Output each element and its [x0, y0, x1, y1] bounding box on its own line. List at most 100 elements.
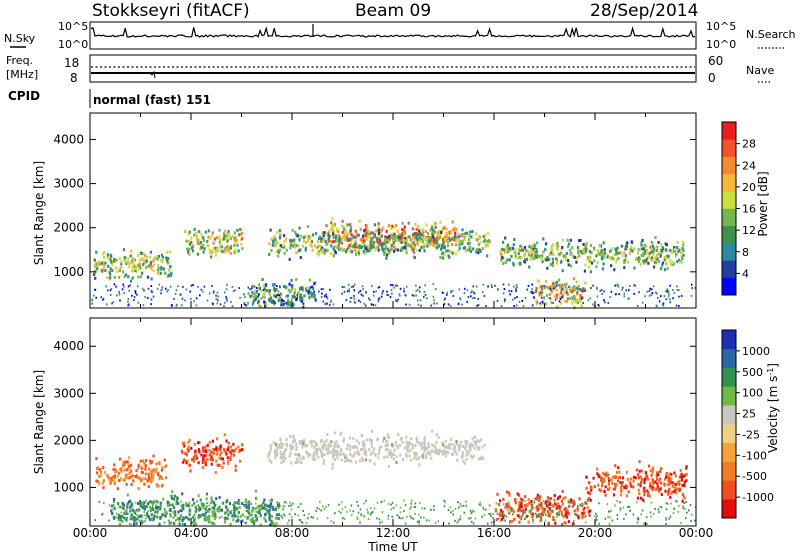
- heatmap-cell: [393, 448, 396, 452]
- heatmap-cell: [353, 235, 356, 239]
- heatmap-cell: [239, 228, 242, 232]
- heatmap-cell: [565, 287, 568, 291]
- heatmap-cell: [296, 293, 299, 296]
- heatmap-cell: [262, 506, 265, 510]
- heatmap-cell: [156, 510, 159, 514]
- heatmap-cell: [537, 507, 540, 511]
- heatmap-cell: [226, 299, 228, 302]
- heatmap-cell: [518, 507, 521, 511]
- heatmap-cell: [666, 267, 669, 271]
- heatmap-cell: [504, 261, 507, 264]
- heatmap-cell: [477, 251, 480, 255]
- heatmap-cell: [459, 240, 462, 244]
- heatmap-cell: [165, 476, 168, 480]
- heatmap-cell: [187, 503, 190, 507]
- heatmap-cell: [343, 455, 347, 459]
- heatmap-cell: [321, 239, 324, 243]
- heatmap-cell: [515, 288, 517, 291]
- heatmap-cell: [450, 437, 453, 441]
- heatmap-cell: [549, 512, 552, 516]
- heatmap-cell: [455, 227, 458, 231]
- heatmap-cell: [308, 296, 311, 300]
- heatmap-cell: [656, 471, 659, 474]
- heatmap-cell: [330, 244, 333, 248]
- heatmap-cell: [176, 517, 180, 521]
- heatmap-cell: [141, 271, 144, 275]
- heatmap-cell: [423, 249, 426, 253]
- heatmap-cell: [426, 237, 429, 240]
- heatmap-cell: [545, 279, 548, 283]
- heatmap-cell: [152, 269, 155, 273]
- heatmap-cell: [545, 499, 547, 502]
- heatmap-cell: [303, 514, 306, 517]
- heatmap-cell: [454, 231, 457, 235]
- heatmap-cell: [542, 510, 545, 514]
- heatmap-cell: [488, 240, 491, 244]
- heatmap-cell: [412, 294, 415, 297]
- heatmap-cell: [527, 498, 530, 501]
- nsearch-tick-bottom: 10^0: [706, 38, 736, 51]
- heatmap-cell: [551, 516, 555, 519]
- heatmap-cell: [282, 459, 285, 463]
- heatmap-cell: [490, 284, 493, 287]
- heatmap-cell: [124, 273, 128, 277]
- heatmap-cell: [530, 246, 533, 249]
- heatmap-cell: [462, 444, 465, 448]
- heatmap-cell: [482, 235, 485, 238]
- heatmap-cell: [675, 304, 678, 307]
- heatmap-cell: [207, 517, 210, 521]
- heatmap-cell: [206, 239, 209, 243]
- heatmap-cell: [391, 224, 394, 228]
- heatmap-cell: [624, 486, 628, 490]
- colorbar-swatch: [722, 386, 736, 406]
- heatmap-cell: [275, 244, 278, 248]
- heatmap-cell: [299, 293, 303, 297]
- heatmap-cell: [235, 507, 239, 511]
- heatmap-cell: [126, 505, 129, 509]
- heatmap-cell: [353, 451, 356, 455]
- heatmap-cell: [132, 479, 135, 483]
- x-tick-label: 00:00: [679, 526, 714, 540]
- heatmap-cell: [568, 285, 570, 288]
- heatmap-cell: [365, 304, 367, 307]
- heatmap-cell: [377, 248, 380, 252]
- heatmap-cell: [366, 508, 369, 511]
- heatmap-cell: [683, 483, 686, 487]
- heatmap-cell: [295, 251, 298, 255]
- heatmap-cell: [149, 260, 152, 264]
- heatmap-cell: [634, 258, 638, 261]
- heatmap-cell: [195, 233, 198, 237]
- heatmap-cell: [277, 290, 280, 293]
- heatmap-cell: [234, 248, 237, 252]
- heatmap-cell: [145, 499, 148, 502]
- heatmap-cell: [590, 251, 593, 255]
- heatmap-cell: [153, 514, 156, 518]
- heatmap-cell: [419, 239, 422, 243]
- heatmap-cell: [239, 232, 242, 236]
- heatmap-cell: [540, 286, 543, 290]
- heatmap-cell: [253, 285, 256, 288]
- heatmap-cell: [382, 439, 385, 443]
- heatmap-cell: [505, 515, 507, 518]
- heatmap-cell: [124, 510, 127, 514]
- heatmap-cell: [472, 285, 474, 288]
- heatmap-cell: [257, 295, 260, 298]
- heatmap-cell: [539, 285, 542, 289]
- heatmap-cell: [289, 435, 292, 438]
- heatmap-cell: [284, 456, 287, 460]
- heatmap-cell: [124, 476, 127, 480]
- heatmap-cell: [660, 481, 663, 485]
- heatmap-cell: [522, 513, 524, 516]
- heatmap-cell: [255, 293, 258, 297]
- heatmap-cell: [231, 514, 234, 517]
- heatmap-cell: [198, 508, 201, 512]
- heatmap-cell: [150, 513, 153, 517]
- heatmap-cell: [454, 507, 457, 510]
- heatmap-cell: [325, 242, 328, 246]
- heatmap-cell: [535, 290, 538, 293]
- heatmap-cell: [566, 515, 569, 519]
- heatmap-cell: [596, 514, 598, 517]
- heatmap-cell: [355, 251, 358, 255]
- heatmap-cell: [334, 431, 337, 435]
- heatmap-cell: [392, 457, 395, 461]
